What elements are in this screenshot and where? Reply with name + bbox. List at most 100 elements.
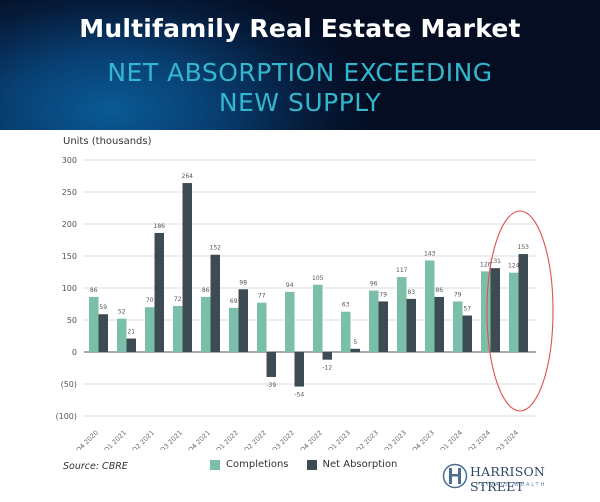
source-note: Source: CBRE (63, 461, 128, 472)
bar-value-label: 86 (435, 287, 443, 294)
bar-net-absorption (154, 232, 164, 352)
x-tick-label: Q3 2024 (495, 429, 520, 450)
bar-value-label: 59 (99, 304, 107, 311)
bar-completions (285, 291, 295, 352)
bar-completions (117, 318, 127, 352)
bar-completions (369, 290, 379, 352)
harrison-street-logo: HARRISON STREET PRIVATE WEALTH (442, 461, 592, 495)
bar-value-label: 94 (286, 282, 294, 289)
bar-net-absorption (210, 254, 220, 352)
y-tick-label: 100 (62, 284, 77, 293)
bar-value-label: 69 (230, 298, 238, 305)
highlight-ellipse (486, 210, 554, 412)
bar-completions (89, 296, 99, 352)
y-tick-label: (50) (61, 380, 77, 389)
bar-net-absorption (378, 301, 388, 352)
bar-completions (173, 305, 183, 352)
header-banner: Multifamily Real Estate Market NET ABSOR… (0, 0, 600, 130)
x-tick-label: Q4 2021 (187, 429, 212, 450)
bar-value-label: 124 (508, 263, 520, 270)
bar-value-label: -12 (322, 365, 332, 372)
x-tick-label: Q4 2023 (411, 429, 436, 450)
bar-value-label: 153 (518, 244, 530, 251)
bar-net-absorption (294, 352, 304, 387)
bar-completions (453, 301, 463, 352)
x-tick-label: Q2 2024 (467, 429, 492, 450)
bar-value-label: 83 (407, 289, 415, 296)
bar-value-label: 5 (353, 339, 357, 346)
bar-net-absorption (322, 352, 332, 360)
logo-mark-icon (442, 463, 468, 489)
bar-value-label: 131 (490, 258, 502, 265)
bar-value-label: 117 (396, 267, 408, 274)
bar-net-absorption (266, 352, 276, 377)
y-tick-label: (100) (55, 412, 77, 421)
bar-value-label: 57 (463, 306, 471, 313)
bar-value-label: 72 (174, 296, 182, 303)
bar-value-label: 77 (258, 293, 266, 300)
x-tick-label: Q1 2021 (103, 429, 128, 450)
bar-completions (201, 296, 211, 352)
bar-value-label: 79 (379, 291, 387, 298)
y-tick-label: 250 (62, 188, 77, 197)
y-tick-label: 150 (62, 252, 77, 261)
x-tick-label: Q3 2023 (383, 429, 408, 450)
bar-value-label: 96 (370, 281, 378, 288)
bar-value-label: 98 (239, 279, 247, 286)
bar-completions (425, 260, 435, 352)
bar-value-label: 63 (342, 302, 350, 309)
bar-net-absorption (350, 348, 360, 352)
logo-tagline: PRIVATE WEALTH (476, 482, 547, 488)
x-tick-label: Q2 2022 (243, 429, 268, 450)
bar-value-label: 52 (118, 309, 126, 316)
bar-net-absorption (238, 289, 248, 352)
x-tick-label: Q3 2022 (271, 429, 296, 450)
bar-value-label: 186 (154, 223, 166, 230)
bar-value-label: 105 (312, 275, 324, 282)
bar-completions (509, 272, 519, 352)
x-tick-label: Q1 2023 (327, 429, 352, 450)
x-tick-label: Q3 2021 (159, 429, 184, 450)
bar-value-label: 264 (182, 173, 194, 180)
bar-net-absorption (98, 314, 108, 352)
y-tick-label: 50 (67, 316, 77, 325)
bar-value-label: 86 (202, 287, 210, 294)
bar-net-absorption (490, 268, 500, 352)
page-title: Multifamily Real Estate Market (79, 14, 521, 43)
bar-value-label: 21 (127, 329, 135, 336)
bar-value-label: -54 (294, 392, 304, 399)
y-tick-label: 300 (62, 156, 77, 165)
legend-label-completions: Completions (226, 459, 289, 470)
bar-completions (257, 302, 267, 352)
x-tick-label: Q1 2024 (439, 429, 464, 450)
bar-value-label: 86 (90, 287, 98, 294)
bar-completions (341, 311, 351, 352)
bar-net-absorption (518, 254, 528, 352)
bar-net-absorption (434, 296, 444, 352)
bar-completions (313, 284, 323, 352)
bar-value-label: 70 (146, 297, 154, 304)
bar-net-absorption (126, 338, 136, 352)
y-tick-label: 0 (72, 348, 77, 357)
x-tick-label: Q2 2021 (131, 429, 156, 450)
x-tick-label: Q1 2022 (215, 429, 240, 450)
y-axis-label: Units (thousands) (63, 136, 152, 147)
legend-swatch-net-absorption (306, 459, 317, 470)
subtitle-line-2: NEW SUPPLY (218, 88, 382, 117)
x-tick-label: Q4 2022 (299, 429, 324, 450)
bar-net-absorption (406, 298, 416, 352)
bar-value-label: 152 (210, 245, 222, 252)
bar-completions (145, 307, 155, 352)
bar-net-absorption (182, 183, 192, 352)
bar-completions (481, 271, 491, 352)
legend-label-net-absorption: Net Absorption (322, 459, 398, 470)
bar-value-label: 79 (454, 291, 462, 298)
chart-legend: Completions Net Absorption (210, 459, 397, 470)
x-tick-label: Q4 2020 (75, 429, 100, 450)
page-subtitle: NET ABSORPTION EXCEEDING NEW SUPPLY (0, 58, 600, 118)
bar-net-absorption (462, 315, 472, 352)
x-tick-label: Q2 2023 (355, 429, 380, 450)
bar-value-label: 126 (480, 261, 492, 268)
bar-completions (397, 277, 407, 352)
